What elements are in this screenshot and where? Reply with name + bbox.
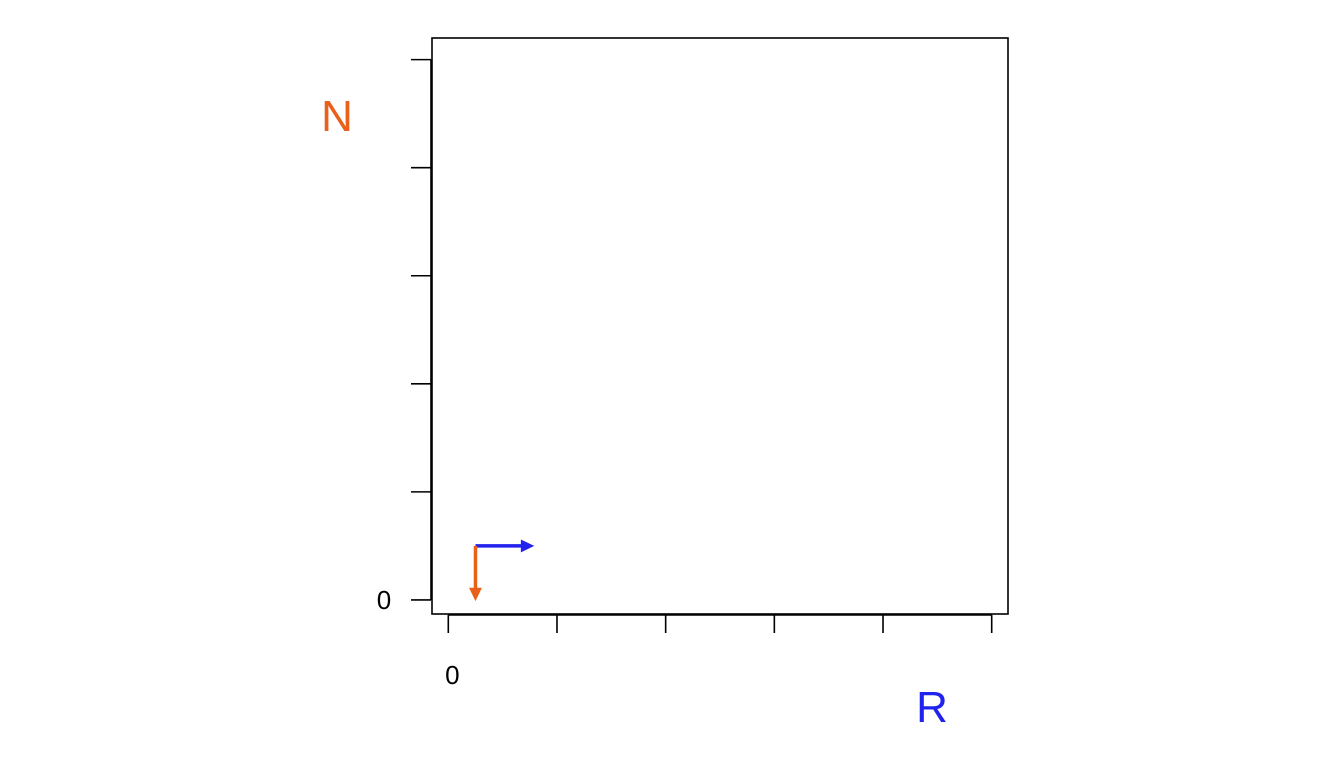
y-axis-title: N <box>321 92 353 141</box>
plot-frame <box>431 37 1009 615</box>
vector-R-head <box>520 539 535 553</box>
vector-N-arrow <box>469 545 482 602</box>
y-axis: 0 <box>377 58 432 615</box>
vector-R-arrow <box>475 539 535 553</box>
y-tick-label: 0 <box>377 585 391 615</box>
x-tick-label: 0 <box>445 660 459 690</box>
vector-N-head <box>469 587 482 602</box>
vector-layer <box>469 539 535 602</box>
x-axis: 0 <box>445 614 993 690</box>
x-axis-title: R <box>916 683 948 732</box>
